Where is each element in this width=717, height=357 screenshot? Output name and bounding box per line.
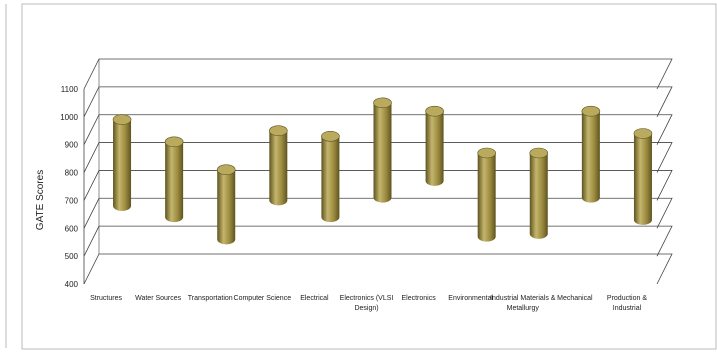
gridline	[83, 58, 673, 90]
y-axis-ticks: 400 500 600 700 800 900 1000 1100	[60, 85, 78, 289]
bar-top	[373, 97, 392, 109]
gridlines	[83, 58, 673, 285]
bar	[164, 136, 184, 223]
x-tick-label: Mechanical	[557, 295, 593, 302]
gridline	[83, 253, 673, 285]
bar	[581, 105, 601, 203]
bar-top	[164, 136, 184, 148]
plot-border	[21, 3, 717, 350]
bar	[373, 97, 392, 203]
bar-body	[321, 136, 340, 223]
y-tick-label: 900	[65, 141, 79, 150]
bar-body	[581, 111, 600, 203]
x-tick-label: Production & Industrial	[607, 295, 647, 312]
x-tick-label: Industrial Materials & Metallurgy	[490, 295, 556, 312]
bar-top	[425, 105, 444, 117]
x-tick-label: Electronics	[401, 295, 436, 302]
bar-body	[425, 111, 444, 186]
bar	[269, 125, 288, 206]
bar	[321, 130, 340, 223]
x-tick-label: Water Sources	[135, 295, 182, 302]
y-tick-label: 1000	[60, 113, 78, 122]
bar-body	[633, 133, 652, 225]
gridline	[83, 86, 673, 118]
y-tick-label: 1100	[61, 85, 79, 94]
gridline	[83, 225, 673, 257]
bars	[112, 97, 653, 245]
x-tick-label: Computer Science	[234, 295, 292, 302]
bar-body	[529, 153, 548, 239]
bar-top	[321, 130, 340, 142]
y-tick-label: 600	[65, 224, 79, 233]
bar	[477, 147, 496, 242]
bar	[529, 147, 549, 239]
bar	[425, 105, 444, 186]
bar-body	[217, 169, 236, 245]
bar-top	[269, 125, 288, 137]
bar	[633, 128, 653, 225]
bar-top	[529, 147, 549, 159]
bar-top	[112, 114, 132, 125]
y-tick-label: 800	[65, 169, 79, 178]
bar-top	[633, 128, 653, 139]
x-tick-label: Environmental	[448, 295, 493, 302]
y-axis-title: GATE Scores	[35, 170, 46, 230]
bar	[216, 164, 236, 245]
x-tick-label: Transportation	[188, 295, 233, 302]
bar-body	[373, 102, 392, 203]
bar	[112, 114, 132, 211]
y-tick-label: 700	[65, 196, 79, 205]
bar-top	[216, 164, 236, 176]
x-tick-label: Structures	[90, 295, 122, 302]
bar-body	[269, 130, 288, 206]
x-axis-labels: Structures Water Sources Transportation Com…	[90, 295, 647, 312]
bar-top	[477, 147, 496, 159]
bar-body	[477, 153, 496, 242]
bar-body	[165, 141, 184, 223]
x-tick-label: Electrical	[300, 295, 329, 302]
bar-top	[581, 105, 601, 117]
y-tick-label: 400	[65, 280, 79, 289]
y-tick-label: 500	[65, 252, 79, 261]
x-tick-label: Electronics (VLSI Design)	[340, 295, 394, 312]
bar-body	[113, 119, 132, 211]
